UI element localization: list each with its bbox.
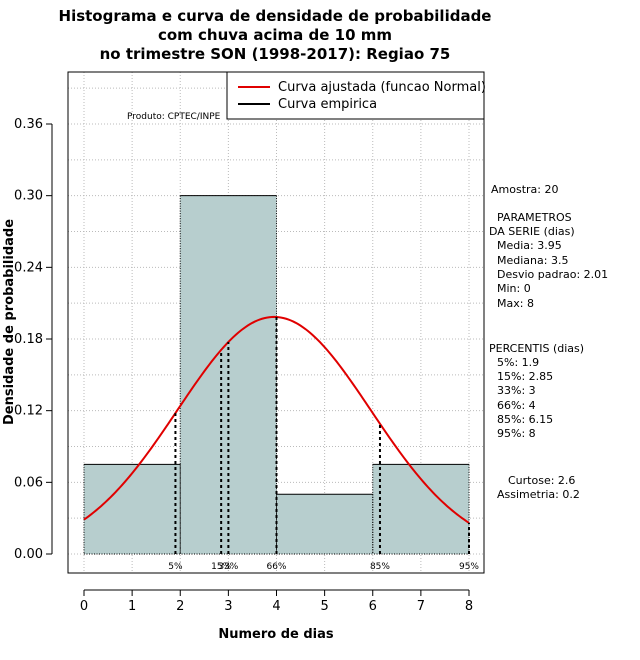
stat-media: Media: 3.95 <box>497 239 562 252</box>
y-tick-label-0.36: 0.36 <box>14 117 43 132</box>
percentile-label-66pct: 66% <box>266 562 286 572</box>
x-tick-label-1: 1 <box>128 599 136 614</box>
y-axis-title: Densidade de probabilidade <box>2 219 17 425</box>
x-tick-label-5: 5 <box>320 599 328 614</box>
stat-percentis-title: PERCENTIS (dias) <box>489 342 584 355</box>
percentile-label-85pct: 85% <box>370 562 390 572</box>
y-tick-label-0.00: 0.00 <box>14 547 43 562</box>
x-tick-label-0: 0 <box>80 599 88 614</box>
stat-max: Max: 8 <box>497 297 534 310</box>
percentile-label-95pct: 95% <box>459 562 479 572</box>
normal-fit-curve <box>83 315 470 524</box>
chart-title-line-2: com chuva acima de 10 mm <box>158 26 392 44</box>
percentile-label-5pct: 5% <box>168 562 183 572</box>
stats-panel: Amostra: 20 PARAMETROS DA SERIE (dias) M… <box>489 183 608 501</box>
stat-p33: 33%: 3 <box>497 384 536 397</box>
x-axis-title: Numero de dias <box>218 627 334 642</box>
stat-min: Min: 0 <box>497 282 531 295</box>
y-tick-label-0.18: 0.18 <box>14 332 43 347</box>
histogram-bar-1 <box>180 195 277 554</box>
x-tick-label-6: 6 <box>369 599 377 614</box>
histogram-bar-2 <box>276 494 373 554</box>
x-tick-label-4: 4 <box>272 599 280 614</box>
x-tick-label-7: 7 <box>417 599 425 614</box>
percentile-label-33pct: 33% <box>218 562 238 572</box>
legend-label-empirical: Curva empirica <box>278 97 377 112</box>
x-tick-label-2: 2 <box>176 599 184 614</box>
curve-layer <box>83 315 470 524</box>
stat-sample: Amostra: 20 <box>491 183 558 196</box>
stat-curtose: Curtose: 2.6 <box>508 474 575 487</box>
legend-box <box>226 71 485 120</box>
bars-layer <box>83 195 470 555</box>
x-tick-label-8: 8 <box>465 599 473 614</box>
y-tick-label-0.24: 0.24 <box>14 260 43 275</box>
legend-label-normal: Curva ajustada (funcao Normal) <box>278 80 486 95</box>
stat-assimetria: Assimetria: 0.2 <box>497 488 580 501</box>
product-label: Produto: CPTEC/INPE <box>127 112 221 122</box>
y-tick-label-0.30: 0.30 <box>14 189 43 204</box>
histogram-bar-0 <box>84 464 181 554</box>
stat-p66: 66%: 4 <box>497 399 536 412</box>
percentile-markers: 5% 15%33% 66% 85% 95% <box>168 317 479 572</box>
stat-p5: 5%: 1.9 <box>497 356 539 369</box>
chart-title-line-3: no trimestre SON (1998-2017): Regiao 75 <box>100 45 451 63</box>
stat-p95: 95%: 8 <box>497 427 536 440</box>
stat-p85: 85%: 6.15 <box>497 413 553 426</box>
stat-p15: 15%: 2.85 <box>497 370 553 383</box>
percentile-label-15pct: 15% <box>211 562 231 572</box>
y-tick-label-0.06: 0.06 <box>14 475 43 490</box>
stat-mediana: Mediana: 3.5 <box>497 254 568 267</box>
axes-layer: 0 1 2 3 4 5 6 7 8 0.00 0.06 0.12 0.18 0.24 0.30 0.36 <box>14 117 473 614</box>
chart-title-line-1: Histograma e curva de densidade de proba… <box>59 7 492 25</box>
legend: Curva ajustada (funcao Normal) Curva emp… <box>226 71 486 120</box>
stat-params-title-1: PARAMETROS <box>497 211 572 224</box>
stat-params-title-2: DA SERIE (dias) <box>489 225 575 238</box>
y-tick-label-0.12: 0.12 <box>14 404 43 419</box>
x-tick-label-3: 3 <box>224 599 232 614</box>
stat-desvio: Desvio padrao: 2.01 <box>497 268 608 281</box>
